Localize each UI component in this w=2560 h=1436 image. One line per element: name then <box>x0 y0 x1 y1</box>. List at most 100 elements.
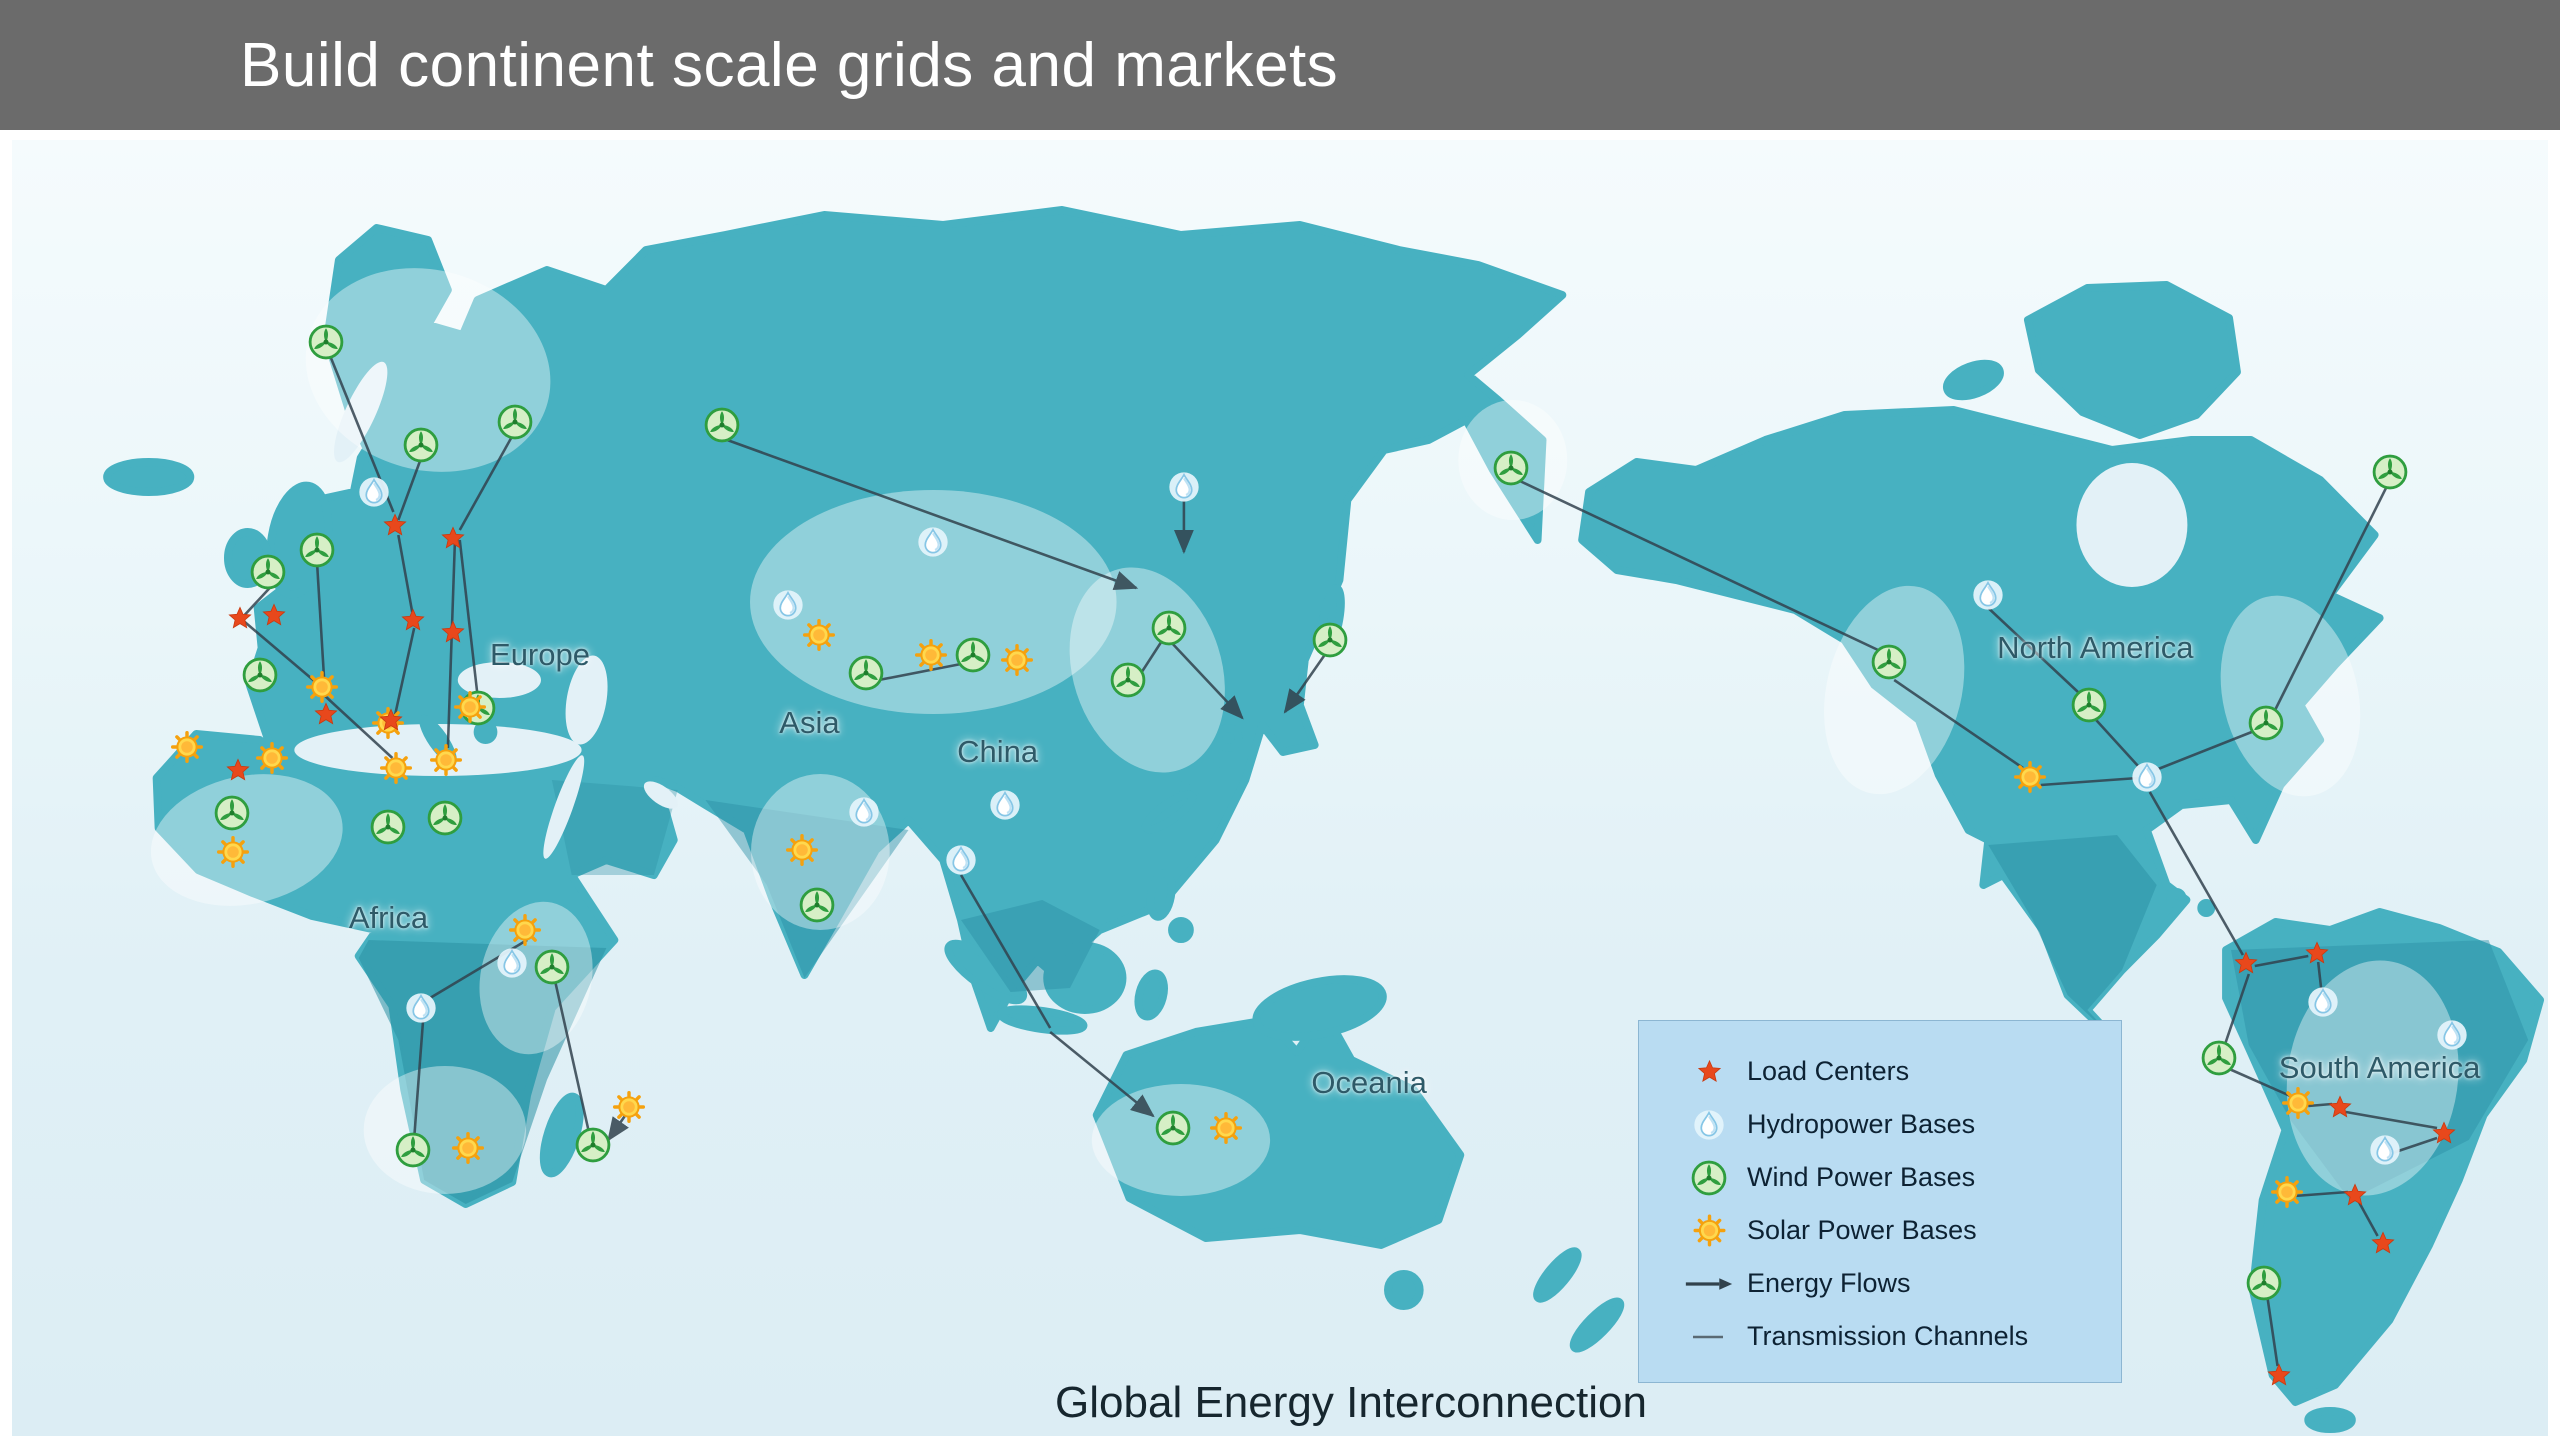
solar-power-base-icon <box>1001 643 1034 677</box>
solar-power-base-icon <box>453 690 486 724</box>
slide-title: Build continent scale grids and markets <box>240 30 1339 100</box>
hispaniola <box>2197 899 2216 917</box>
solar-power-base-icon <box>1692 1214 1726 1247</box>
region-northern-south-america <box>2231 940 2529 1200</box>
wind-power-base-icon <box>2248 705 2284 741</box>
load-center-icon <box>225 758 250 783</box>
wind-power-base-icon <box>1312 622 1348 658</box>
hydropower-base-icon <box>2307 986 2339 1018</box>
transmission-line <box>397 534 414 613</box>
hydropower-base-icon <box>1693 1109 1725 1141</box>
landmass-australia <box>1092 1008 1465 1249</box>
transmission-line <box>2294 1190 2348 1198</box>
transmission-line <box>446 543 457 749</box>
wind-power-base-icon <box>799 887 835 923</box>
transmission-line <box>324 695 394 759</box>
hydropower-base-icon <box>2369 1134 2401 1166</box>
load-center-icon <box>440 620 465 645</box>
transmission-line <box>1893 678 2024 770</box>
wind-power-base-icon <box>242 657 278 693</box>
wind-power-base-icon <box>2372 454 2408 490</box>
region-arabia <box>551 780 678 875</box>
solar-power-base-icon <box>171 730 204 764</box>
load-center-icon <box>314 702 339 727</box>
hydropower-base-icon <box>917 526 949 558</box>
hudson-bay <box>2076 463 2188 587</box>
solar-power-base-icon <box>2013 760 2046 794</box>
solar-power-base-icon <box>306 670 339 704</box>
legend-icon-cell <box>1679 1160 1739 1196</box>
hydropower-base-icon <box>496 947 528 979</box>
red-sea <box>543 755 585 859</box>
transmission-line <box>2254 954 2309 968</box>
wind-power-base-icon <box>1871 644 1907 680</box>
legend-icon-cell <box>1679 1275 1739 1293</box>
wind-power-base-icon <box>575 1127 611 1163</box>
iceland <box>103 458 195 496</box>
solar-power-base-icon <box>2282 1086 2315 1120</box>
legend-item-label: Energy Flows <box>1747 1268 1911 1298</box>
energy-flow-line <box>1283 647 1331 714</box>
wind-power-base-icon <box>1493 450 1529 486</box>
wind-power-base-icon <box>395 1132 431 1168</box>
wind-power-base-icon <box>427 800 463 836</box>
zone-north-america-west <box>1824 585 1965 795</box>
persian-gulf <box>643 781 678 809</box>
borneo <box>1043 942 1127 1014</box>
energy-flow-icon <box>1682 1275 1736 1293</box>
hydropower-base-icon <box>2131 761 2163 793</box>
wind-power-base-icon <box>848 655 884 691</box>
solar-power-base-icon <box>785 833 818 867</box>
landmass-greenland <box>2023 281 2241 439</box>
hydropower-base-icon <box>772 589 804 621</box>
solar-power-base-icon <box>613 1090 646 1124</box>
legend-rows: Load Centers Hydropower Bases Wind Power… <box>1639 1045 2121 1363</box>
solar-power-base-icon <box>255 741 288 775</box>
wind-power-base-icon <box>1110 662 1146 698</box>
hydropower-base-icon <box>1972 579 2004 611</box>
energy-flow-line <box>1168 639 1244 720</box>
legend-item: Load Centers <box>1639 1045 2121 1098</box>
transmission-channel-icon <box>1684 1330 1734 1344</box>
legend-item-label: Transmission Channels <box>1747 1321 2029 1351</box>
load-center-icon <box>440 526 465 551</box>
wind-power-base-icon <box>250 554 286 590</box>
transmission-line <box>240 585 273 619</box>
load-center-icon <box>1697 1059 1722 1084</box>
region-label-north-america: North America <box>1997 630 2194 665</box>
region-label-africa: Africa <box>348 900 429 935</box>
wind-power-base-icon <box>403 427 439 463</box>
energy-flow-line <box>607 1113 629 1142</box>
hydropower-base-icon <box>405 992 437 1024</box>
landmass-north-america <box>1578 406 2384 1046</box>
load-center-icon <box>2431 1121 2456 1146</box>
legend-icon-cell <box>1679 1330 1739 1344</box>
region-label-layer: Europe Asia China Africa Oceania North Americ… <box>12 140 2548 1436</box>
legend-item: Wind Power Bases <box>1639 1151 2121 1204</box>
transmission-line <box>397 457 423 521</box>
load-center-icon <box>379 708 404 733</box>
philippines <box>1146 869 1176 921</box>
legend-item-label: Solar Power Bases <box>1747 1215 1977 1245</box>
solar-power-base-icon <box>380 751 413 785</box>
load-center-icon <box>227 606 252 631</box>
load-center-icon <box>2342 1183 2367 1208</box>
transmission-line <box>2345 1110 2438 1130</box>
region-label-south-america: South America <box>2278 1049 2481 1085</box>
caspian-sea <box>565 655 608 745</box>
legend-item: Hydropower Bases <box>1639 1098 2121 1151</box>
wind-power-base-icon <box>955 637 991 673</box>
wind-power-base-icon <box>704 407 740 443</box>
transmission-line <box>2093 717 2141 769</box>
world-energy-map: Europe Asia China Africa Oceania North Americ… <box>12 140 2548 1436</box>
baltic-sea <box>334 361 388 463</box>
zone-scandinavia <box>305 268 551 472</box>
cuba <box>2166 888 2187 908</box>
load-center-icon <box>261 603 286 628</box>
transmission-line <box>2226 1066 2291 1098</box>
japan-kyushu <box>1141 790 1197 834</box>
wind-power-base-icon <box>1691 1160 1727 1196</box>
hydropower-base-icon <box>1168 471 1200 503</box>
legend-icon-cell <box>1679 1109 1739 1141</box>
